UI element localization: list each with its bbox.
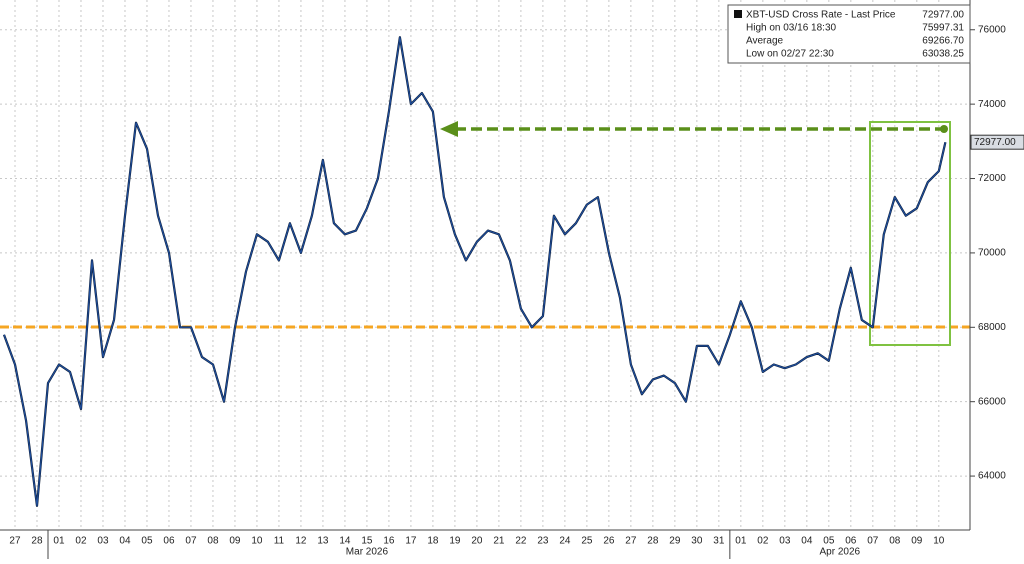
- y-tick-label: 76000: [978, 24, 1006, 35]
- x-tick-label: 05: [141, 536, 153, 547]
- x-tick-label: 20: [471, 536, 483, 547]
- legend-swatch: [734, 10, 742, 18]
- x-tick-label: 08: [207, 536, 219, 547]
- x-tick-label: 03: [97, 536, 109, 547]
- x-tick-label: 04: [119, 536, 131, 547]
- legend-box: [727, 4, 971, 64]
- last-price-box: [970, 134, 1024, 150]
- x-tick-label: 08: [889, 536, 901, 547]
- x-tick-label: 01: [53, 536, 65, 547]
- price-line: [3, 36, 946, 507]
- x-tick-label: 06: [163, 536, 175, 547]
- x-tick-label: 23: [537, 536, 549, 547]
- highlight-box: [869, 121, 951, 346]
- x-tick-label: 28: [647, 536, 659, 547]
- legend-label: Average: [746, 36, 784, 47]
- x-tick-label: 30: [691, 536, 703, 547]
- x-tick-label: 28: [31, 536, 43, 547]
- y-tick-label: 68000: [978, 322, 1006, 333]
- x-tick-label: 03: [779, 536, 791, 547]
- legend: XBT-USD Cross Rate - Last Price 72977.00…: [727, 4, 971, 64]
- x-tick-label: 11: [274, 536, 285, 547]
- x-tick-label: 22: [515, 536, 527, 547]
- price-line-shadow: [2, 36, 947, 507]
- month-label: Apr 2026: [820, 547, 861, 558]
- x-tick-label: 26: [603, 536, 615, 547]
- x-tick-label: 16: [383, 536, 395, 547]
- x-tick-label: 01: [735, 536, 747, 547]
- x-tick-label: 06: [845, 536, 857, 547]
- y-tick-label: 70000: [978, 248, 1006, 259]
- x-tick-label: 15: [361, 536, 373, 547]
- x-tick-label: 10: [933, 536, 945, 547]
- legend-value: 63038.25: [922, 49, 964, 60]
- legend-value: 72977.00: [922, 10, 964, 21]
- x-tick-label: 05: [823, 536, 835, 547]
- x-tick-label: 25: [581, 536, 593, 547]
- x-tick-label: 29: [669, 536, 681, 547]
- x-tick-label: 24: [559, 536, 571, 547]
- legend-title: XBT-USD Cross Rate - Last Price: [746, 10, 896, 21]
- x-tick-label: 18: [427, 536, 439, 547]
- legend-value: 75997.31: [922, 23, 964, 34]
- legend-label: High on 03/16 18:30: [746, 23, 837, 34]
- x-tick-label: 27: [625, 536, 637, 547]
- month-label: Mar 2026: [346, 547, 389, 558]
- y-tick-label: 64000: [978, 471, 1006, 482]
- x-tick-label: 14: [339, 536, 351, 547]
- x-tick-label: 31: [713, 536, 725, 547]
- x-tick-label: 02: [75, 536, 87, 547]
- x-tick-label: 12: [295, 536, 307, 547]
- x-tick-label: 07: [185, 536, 197, 547]
- arrow-head: [440, 121, 458, 137]
- x-tick-label: 07: [867, 536, 879, 547]
- legend-label: Low on 02/27 22:30: [746, 49, 834, 60]
- x-tick-label: 27: [9, 536, 21, 547]
- last-price-label: 72977.00: [974, 137, 1016, 148]
- y-tick-label: 72000: [978, 173, 1006, 184]
- legend-value: 69266.70: [922, 36, 964, 47]
- x-tick-label: 19: [449, 536, 461, 547]
- x-tick-label: 09: [911, 536, 923, 547]
- x-tick-label: 09: [229, 536, 241, 547]
- arrow-dot: [940, 125, 948, 133]
- y-tick-label: 74000: [978, 99, 1006, 110]
- y-tick-label: 66000: [978, 396, 1006, 407]
- x-tick-label: 17: [405, 536, 417, 547]
- x-tick-label: 04: [801, 536, 813, 547]
- x-tick-label: 13: [317, 536, 329, 547]
- x-tick-label: 21: [493, 536, 505, 547]
- x-tick-label: 02: [757, 536, 769, 547]
- x-tick-label: 10: [251, 536, 263, 547]
